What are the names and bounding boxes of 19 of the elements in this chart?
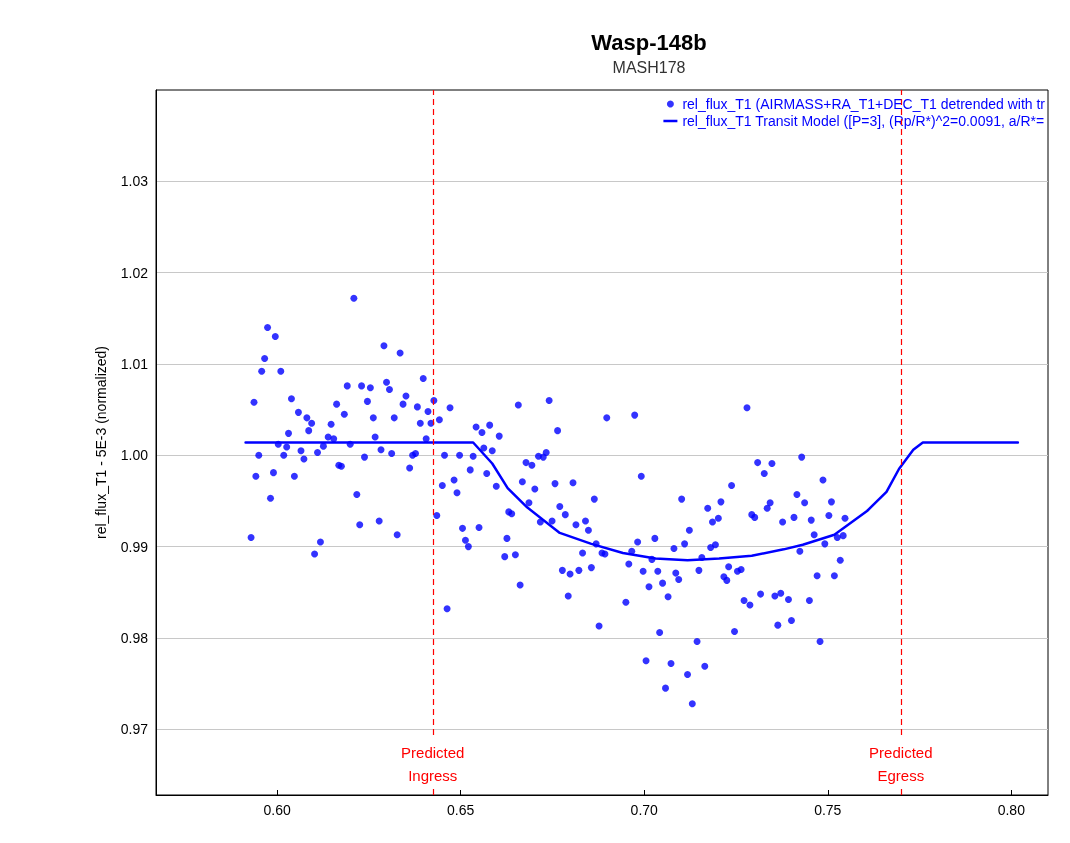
y-tick-label: 1.02 <box>120 264 149 281</box>
y-tick-label: 1.00 <box>120 447 149 464</box>
y-tick-label: 0.98 <box>120 629 149 646</box>
y-tick-label: 0.99 <box>120 538 149 555</box>
x-tick-label: 0.65 <box>447 802 475 818</box>
y-tick-label: 0.97 <box>120 721 149 738</box>
ref-line-label: Predicted Egress <box>869 743 933 784</box>
legend-label: rel_flux_T1 (AIRMASS+RA_T1+DEC_T1 detrended with tr <box>682 96 1046 112</box>
y-tick-label: 1.03 <box>120 173 149 190</box>
legend-label: rel_flux_T1 Transit Model ([P=3], (Rp/R*)^2=0.0091, a/R*= <box>682 113 1045 129</box>
x-tick-label: 0.75 <box>814 802 842 818</box>
y-axis-title: rel_flux_T1 - 5E-3 (normalized) <box>93 346 109 539</box>
chart-subtitle: MASH178 <box>612 58 686 76</box>
x-tick-label: 0.60 <box>263 802 291 818</box>
chart-title: Wasp-148b <box>591 29 707 55</box>
ref-line-label: Predicted Ingress <box>401 743 465 784</box>
x-tick-label: 0.70 <box>630 802 659 818</box>
x-tick-label: 0.80 <box>997 802 1026 818</box>
y-tick-label: 1.01 <box>120 355 149 372</box>
